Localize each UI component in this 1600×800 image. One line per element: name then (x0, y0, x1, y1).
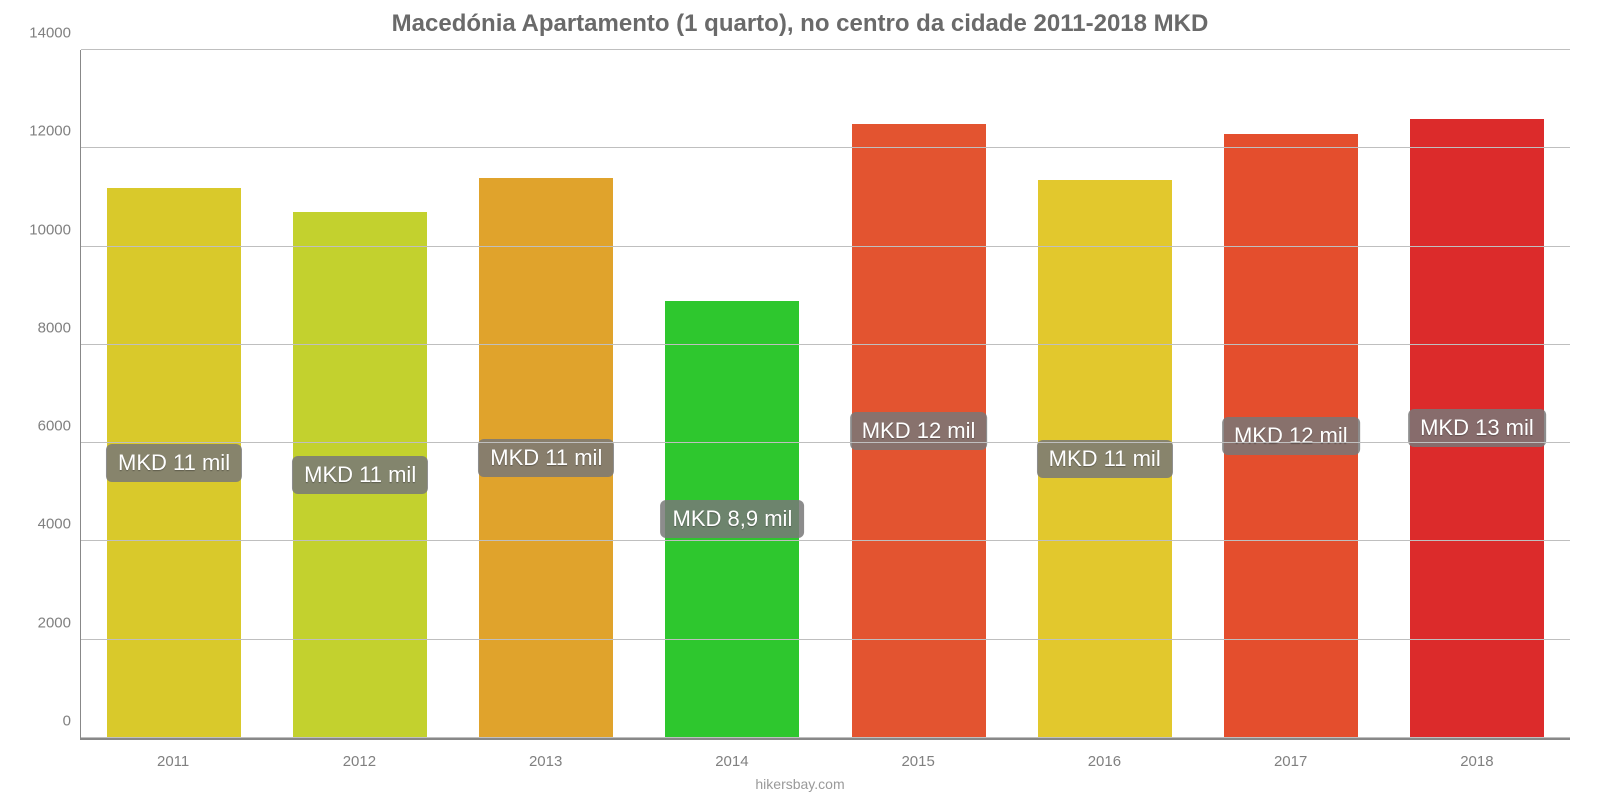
y-tick-label: 8000 (16, 319, 71, 336)
y-tick-label: 4000 (16, 516, 71, 533)
gridline (81, 49, 1570, 50)
bar-slot: MKD 12 mil (826, 50, 1012, 738)
bar-slot: MKD 11 mil (1012, 50, 1198, 738)
bar-value-label: MKD 11 mil (292, 456, 428, 494)
x-axis-labels: 20112012201320142015201620172018 (80, 753, 1570, 770)
bar-value-label: MKD 11 mil (478, 439, 614, 477)
bar-slot: MKD 8,9 mil (639, 50, 825, 738)
x-tick-label: 2018 (1384, 753, 1570, 770)
y-tick-label: 14000 (16, 25, 71, 42)
y-tick-label: 2000 (16, 614, 71, 631)
source-credit: hikersbay.com (0, 776, 1600, 792)
bar-slot: MKD 11 mil (453, 50, 639, 738)
y-tick-label: 12000 (16, 123, 71, 140)
bars-group: MKD 11 mil MKD 11 mil MKD 11 mil MKD 8,9 mi… (81, 50, 1570, 738)
chart-title: Macedónia Apartamento (1 quarto), no cen… (0, 0, 1600, 38)
gridline (81, 442, 1570, 443)
bar: MKD 11 mil (293, 212, 427, 738)
bar: MKD 12 mil (852, 124, 986, 738)
chart-container: Macedónia Apartamento (1 quarto), no cen… (0, 0, 1600, 800)
x-tick-label: 2012 (266, 753, 452, 770)
bar-slot: MKD 13 mil (1384, 50, 1570, 738)
gridline (81, 246, 1570, 247)
gridline (81, 540, 1570, 541)
bar: MKD 8,9 mil (665, 301, 799, 738)
bar: MKD 11 mil (479, 178, 613, 738)
bar: MKD 11 mil (107, 188, 241, 738)
bar-slot: MKD 12 mil (1198, 50, 1384, 738)
x-tick-label: 2014 (639, 753, 825, 770)
bar: MKD 12 mil (1224, 134, 1358, 738)
bar-value-label: MKD 8,9 mil (661, 500, 805, 538)
y-tick-label: 10000 (16, 221, 71, 238)
plot-area: MKD 11 mil MKD 11 mil MKD 11 mil MKD 8,9 mi… (80, 50, 1570, 740)
x-tick-label: 2015 (825, 753, 1011, 770)
gridline (81, 639, 1570, 640)
bar-value-label: MKD 11 mil (1037, 440, 1173, 478)
x-tick-label: 2016 (1011, 753, 1197, 770)
gridline (81, 737, 1570, 738)
gridline (81, 147, 1570, 148)
bar: MKD 11 mil (1038, 180, 1172, 738)
x-tick-label: 2017 (1198, 753, 1384, 770)
bar: MKD 13 mil (1410, 119, 1544, 738)
y-tick-label: 0 (16, 713, 71, 730)
bar-slot: MKD 11 mil (267, 50, 453, 738)
y-tick-label: 6000 (16, 418, 71, 435)
x-tick-label: 2011 (80, 753, 266, 770)
gridline (81, 344, 1570, 345)
bar-value-label: MKD 12 mil (850, 412, 988, 450)
x-tick-label: 2013 (453, 753, 639, 770)
bar-value-label: MKD 11 mil (106, 444, 242, 482)
bar-value-label: MKD 12 mil (1222, 417, 1360, 455)
bar-slot: MKD 11 mil (81, 50, 267, 738)
